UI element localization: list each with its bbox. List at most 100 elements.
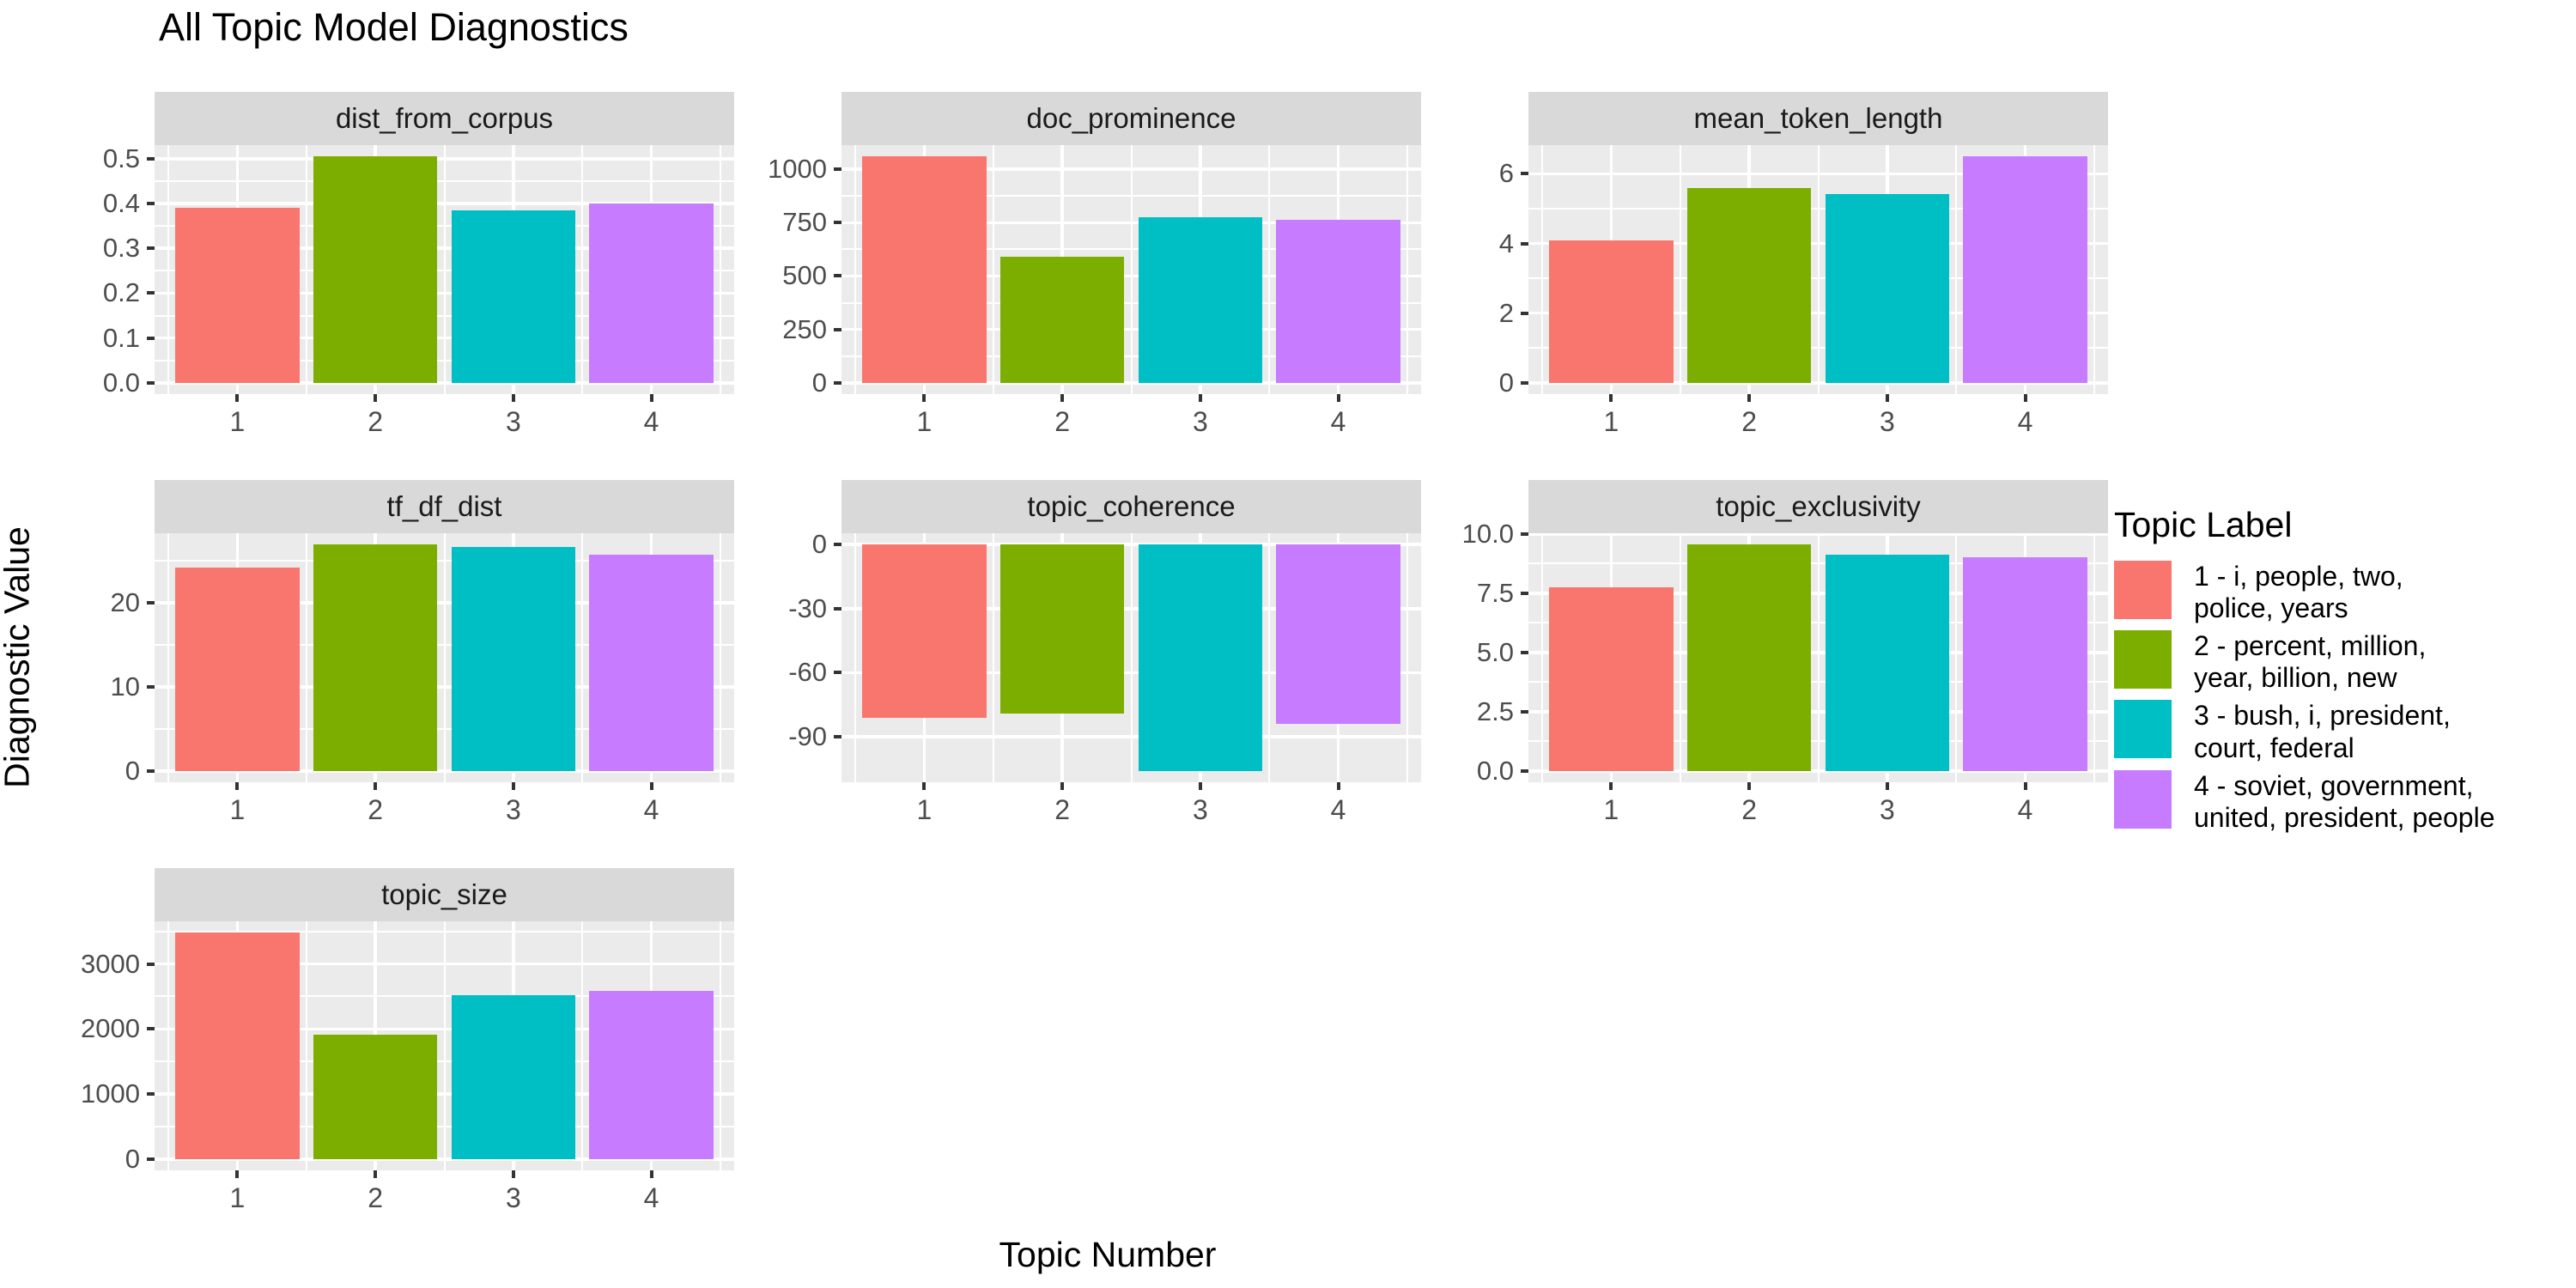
x-tick-mark xyxy=(374,782,378,790)
x-tick-mark xyxy=(922,394,927,402)
facet-strip-title: dist_from_corpus xyxy=(335,102,554,134)
x-tick-mark xyxy=(1885,782,1889,790)
x-tick-mark xyxy=(235,394,240,402)
legend-swatch-3 xyxy=(2114,700,2172,759)
y-tick-mark xyxy=(834,671,841,675)
y-tick-label: 2000 xyxy=(81,1013,140,1044)
x-tick-mark xyxy=(511,394,515,402)
y-tick-mark xyxy=(1521,172,1528,176)
facet-strip-title: doc_prominence xyxy=(1026,102,1236,134)
facet-strip: dist_from_corpus xyxy=(155,92,734,145)
facet-strip-title: mean_token_length xyxy=(1693,102,1943,134)
legend-swatch-4 xyxy=(2114,769,2172,829)
y-tick-mark xyxy=(147,962,155,966)
bar-topic-1 xyxy=(862,156,987,383)
gridline-v-minor xyxy=(581,921,584,1170)
facet-topic_coherence: topic_coherence 0 -30 -60 -90 1 2 3 4 xyxy=(734,480,1421,841)
x-tick-mark xyxy=(235,1170,240,1178)
gridline-v-minor xyxy=(2093,145,2095,394)
y-tick-mark xyxy=(147,156,155,161)
x-tick-mark xyxy=(922,782,927,790)
gridline-v-minor xyxy=(1679,533,1681,782)
x-tick-mark xyxy=(1747,394,1752,402)
y-tick-label: 0 xyxy=(125,755,140,786)
bar-topic-2 xyxy=(313,1035,438,1159)
y-tick-label: -30 xyxy=(788,592,827,623)
y-tick-mark xyxy=(1521,241,1528,246)
y-tick-label: 1000 xyxy=(768,154,827,185)
bar-topic-1 xyxy=(862,544,987,718)
facet-mean_token_length: mean_token_length 0 2 4 6 1 2 3 4 xyxy=(1421,92,2108,453)
y-tick-mark xyxy=(834,380,841,385)
x-tick-label: 3 xyxy=(1192,794,1208,825)
x-tick-mark xyxy=(1060,782,1065,790)
gridline-v-minor xyxy=(1955,145,1958,394)
x-tick-mark xyxy=(1198,782,1202,790)
y-tick-mark xyxy=(1521,769,1528,773)
y-tick-mark xyxy=(834,274,841,278)
x-tick-mark xyxy=(649,394,653,402)
y-tick-mark xyxy=(1521,591,1528,595)
y-tick-label: 0.0 xyxy=(1476,755,1514,786)
facet-tf_df_dist: tf_df_dist 0 10 20 1 2 3 4 xyxy=(47,480,734,841)
bar-topic-2 xyxy=(1686,188,1812,383)
bar-topic-1 xyxy=(1549,240,1674,383)
gridline-v-minor xyxy=(167,533,170,782)
x-tick-mark xyxy=(1336,782,1340,790)
x-tick-label: 1 xyxy=(1603,406,1619,437)
x-tick-label: 2 xyxy=(1054,406,1071,437)
bar-topic-3 xyxy=(451,994,576,1159)
y-tick-mark xyxy=(147,600,155,605)
bar-topic-4 xyxy=(1276,544,1400,725)
x-tick-label: 3 xyxy=(1879,406,1895,437)
y-tick-mark xyxy=(147,201,155,205)
bar-topic-3 xyxy=(451,210,576,383)
bar-topic-2 xyxy=(1686,544,1812,771)
y-tick-label: 20 xyxy=(110,586,140,617)
gridline-v-minor xyxy=(443,533,446,782)
y-tick-label: 0.1 xyxy=(102,322,140,353)
y-tick-mark xyxy=(1521,380,1528,385)
gridline-v-minor xyxy=(581,145,584,394)
x-tick-label: 1 xyxy=(229,1182,246,1213)
bar-topic-1 xyxy=(175,208,300,383)
legend-entry-4: 4 - soviet, government, united, presiden… xyxy=(2114,769,2573,834)
bar-topic-1 xyxy=(175,567,300,771)
facet-panel xyxy=(1528,533,2108,782)
y-tick-mark xyxy=(1521,650,1528,654)
facet-dist_from_corpus: dist_from_corpus 0.0 0.1 0.2 0.3 0.4 0.5 1 2 3 4 xyxy=(47,92,734,453)
x-tick-label: 1 xyxy=(916,406,933,437)
x-tick-mark xyxy=(235,782,240,790)
y-tick-mark xyxy=(147,1092,155,1097)
gridline-v-minor xyxy=(1679,145,1681,394)
legend-entry-label: 2 - percent, million, year, billion, new xyxy=(2194,630,2427,694)
legend-entry-label: 4 - soviet, government, united, presiden… xyxy=(2194,769,2495,833)
y-tick-mark xyxy=(147,1157,155,1161)
bar-topic-2 xyxy=(999,257,1125,383)
legend-title: Topic Label xyxy=(2114,505,2293,544)
x-tick-mark xyxy=(1609,782,1613,790)
facet-strip: doc_prominence xyxy=(841,92,1421,145)
facet-panel xyxy=(155,921,734,1170)
bar-topic-4 xyxy=(1963,156,2087,383)
y-tick-label: 0.3 xyxy=(102,233,140,264)
x-tick-label: 1 xyxy=(229,406,246,437)
y-tick-mark xyxy=(1521,532,1528,536)
gridline-v-minor xyxy=(992,533,994,782)
y-tick-label: -60 xyxy=(788,657,827,688)
y-tick-mark xyxy=(147,246,155,251)
gridline-v-minor xyxy=(1955,533,1958,782)
facet-strip-title: topic_exclusivity xyxy=(1716,490,1921,522)
gridline-v-minor xyxy=(581,533,584,782)
y-tick-label: 250 xyxy=(782,313,827,344)
bar-topic-3 xyxy=(1825,194,1950,383)
x-tick-mark xyxy=(649,782,653,790)
gridline-v-minor xyxy=(1130,533,1133,782)
gridline-v-minor xyxy=(1817,533,1820,782)
gridline-v-minor xyxy=(1541,145,1544,394)
gridline-v-minor xyxy=(167,921,170,1170)
x-tick-label: 2 xyxy=(1741,794,1758,825)
y-tick-mark xyxy=(147,1027,155,1031)
legend-entries: 1 - i, people, two, police, years 2 - per… xyxy=(2114,561,2573,834)
facet-panel xyxy=(841,533,1421,782)
